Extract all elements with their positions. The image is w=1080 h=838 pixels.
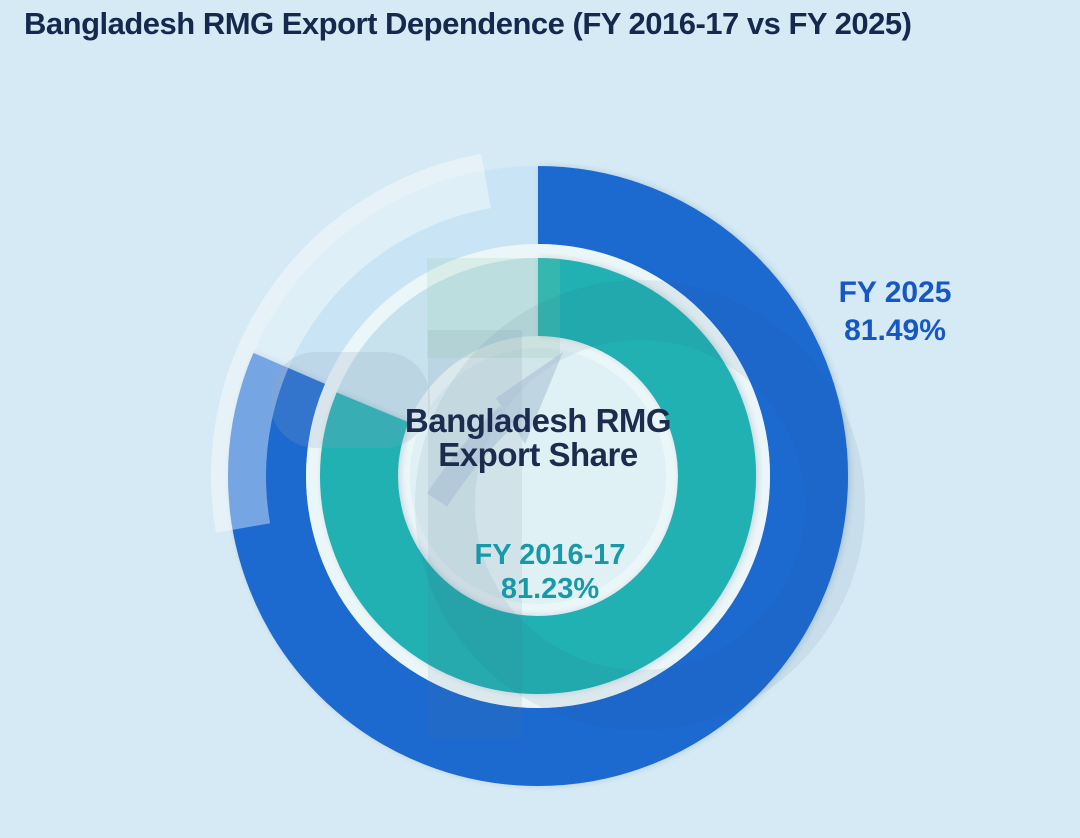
watermark-green-block [427,258,560,358]
center-label: Bangladesh RMG Export Share [338,404,738,472]
label-fy2025-value: 81.49% [844,314,946,347]
watermark-arrow-head [496,352,563,444]
watermark [211,153,865,738]
label-fy2016-17-name: FY 2016-17 [474,539,626,571]
center-label-line2: Export Share [438,436,638,473]
label-fy2016-17-value: 81.23% [500,573,600,605]
label-fy2016-17: FY 2016-17 81.23% [450,538,650,606]
center-label-line1: Bangladesh RMG [404,402,672,439]
label-fy2025-name: FY 2025 [838,276,952,309]
chart-title: Bangladesh RMG Export Dependence (FY 201… [24,6,912,41]
watermark-arrow-shaft [426,406,517,507]
watermark-white-arc [211,153,492,533]
label-fy2025: FY 2025 81.49% [815,274,975,350]
watermark-gray-blob [270,352,430,448]
center-disc [410,348,666,604]
outer-ring-value-arc [228,166,848,786]
inner-ring-value-arc [320,258,756,694]
